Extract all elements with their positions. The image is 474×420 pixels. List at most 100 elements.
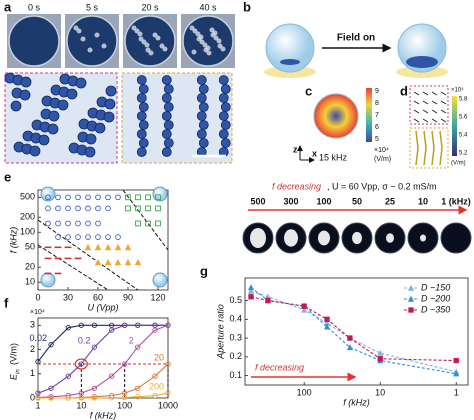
data-point — [145, 205, 151, 212]
data-point — [104, 258, 112, 266]
x-axis-label: f (kHz) — [343, 397, 370, 407]
image-label: 25 — [385, 196, 395, 206]
x-tick-label: 30 — [63, 292, 73, 302]
data-point — [135, 385, 141, 391]
colorbar-tick: 6 — [375, 124, 379, 131]
field-stream — [423, 130, 427, 166]
data-point — [155, 194, 161, 201]
colorbar-unit: (V/m) — [451, 161, 466, 167]
colorbar-scale: ×10⁴ — [451, 87, 464, 94]
data-point — [65, 373, 71, 379]
data-point — [75, 220, 81, 227]
data-point — [301, 306, 308, 313]
particle — [94, 122, 106, 134]
data-point — [84, 243, 92, 251]
panel-label: e — [4, 169, 11, 184]
chain-texture — [144, 42, 150, 48]
image-label: 1 (kHz) — [441, 196, 471, 206]
data-point — [135, 344, 141, 350]
x-axis-label: U (Vpp) — [87, 302, 118, 312]
data-point — [108, 327, 115, 333]
chain-texture — [76, 28, 82, 34]
panel-label: f — [4, 295, 9, 310]
y-tick-label: 0.2 — [229, 351, 242, 361]
particle — [57, 99, 69, 111]
annotation: f decreasing — [255, 362, 304, 372]
data-point — [95, 194, 101, 201]
data-point — [134, 258, 142, 266]
data-point — [453, 357, 459, 364]
data-point — [165, 390, 171, 396]
colorbar-tick: 5 — [375, 136, 379, 143]
particle — [198, 138, 209, 148]
data-point — [65, 234, 71, 240]
field-arrow — [413, 118, 420, 123]
aperture — [352, 231, 362, 245]
field-arrow — [431, 100, 438, 105]
particle — [138, 102, 149, 112]
particle — [104, 98, 116, 110]
image-label: 500 — [250, 196, 265, 206]
particle — [218, 93, 229, 103]
y-axis-label-sub: in — [16, 369, 22, 374]
colorbar-tick: 7 — [375, 112, 379, 119]
particle — [161, 129, 172, 139]
data-point — [115, 194, 121, 201]
data-point — [104, 243, 112, 251]
droplet-photo — [8, 15, 60, 67]
plot-frame — [37, 189, 169, 291]
legend-marker — [407, 284, 415, 291]
y-tick-label: 0.4 — [229, 314, 242, 324]
sphere — [265, 23, 315, 73]
data-point — [122, 322, 128, 328]
data-point — [85, 234, 91, 240]
data-point — [85, 205, 91, 212]
x-tick-label: 1000 — [158, 400, 178, 410]
field-arrow — [413, 100, 420, 105]
x-tick-label: 10 — [375, 387, 385, 397]
data-point — [114, 258, 122, 266]
particle — [198, 84, 209, 94]
y-tick-label: 0 — [30, 392, 35, 402]
data-point — [248, 294, 254, 300]
y-axis-label-group: f (kHz) — [8, 227, 18, 254]
data-point — [55, 220, 61, 227]
y-tick-label: 0.1 — [229, 370, 242, 380]
data-point — [105, 205, 111, 212]
data-point — [95, 234, 101, 240]
data-point — [48, 395, 54, 401]
sample-photo — [440, 222, 472, 254]
particle — [66, 88, 78, 100]
data-point — [125, 194, 131, 201]
chain-texture — [198, 34, 204, 40]
chain-texture — [205, 45, 211, 51]
y-axis-label: E — [8, 373, 18, 380]
data-point — [91, 344, 98, 350]
series-label: 20 — [154, 352, 164, 362]
data-point — [55, 205, 61, 212]
particle — [196, 75, 207, 85]
arrow-label: Field on — [337, 33, 375, 44]
field-arrow — [440, 118, 447, 123]
chain-texture — [94, 32, 100, 38]
data-point — [65, 194, 71, 201]
data-point — [78, 361, 84, 367]
chain-texture — [191, 49, 197, 55]
legend-marker — [407, 295, 415, 302]
y-tick-label: 0.5 — [229, 295, 242, 305]
x-tick-label: 90 — [123, 292, 133, 302]
y-tick-label: 3 — [30, 320, 35, 330]
data-point — [135, 205, 141, 212]
data-point — [95, 220, 101, 227]
chain-texture — [216, 38, 222, 44]
particle — [136, 147, 147, 157]
particle — [196, 111, 207, 121]
data-point — [35, 395, 41, 401]
time-label: 20 s — [141, 2, 159, 12]
chain-texture — [206, 50, 212, 56]
particle — [163, 138, 174, 148]
y-axis-label: f (kHz) — [8, 227, 18, 254]
x-tick-label: 120 — [150, 292, 165, 302]
data-point — [124, 243, 132, 251]
